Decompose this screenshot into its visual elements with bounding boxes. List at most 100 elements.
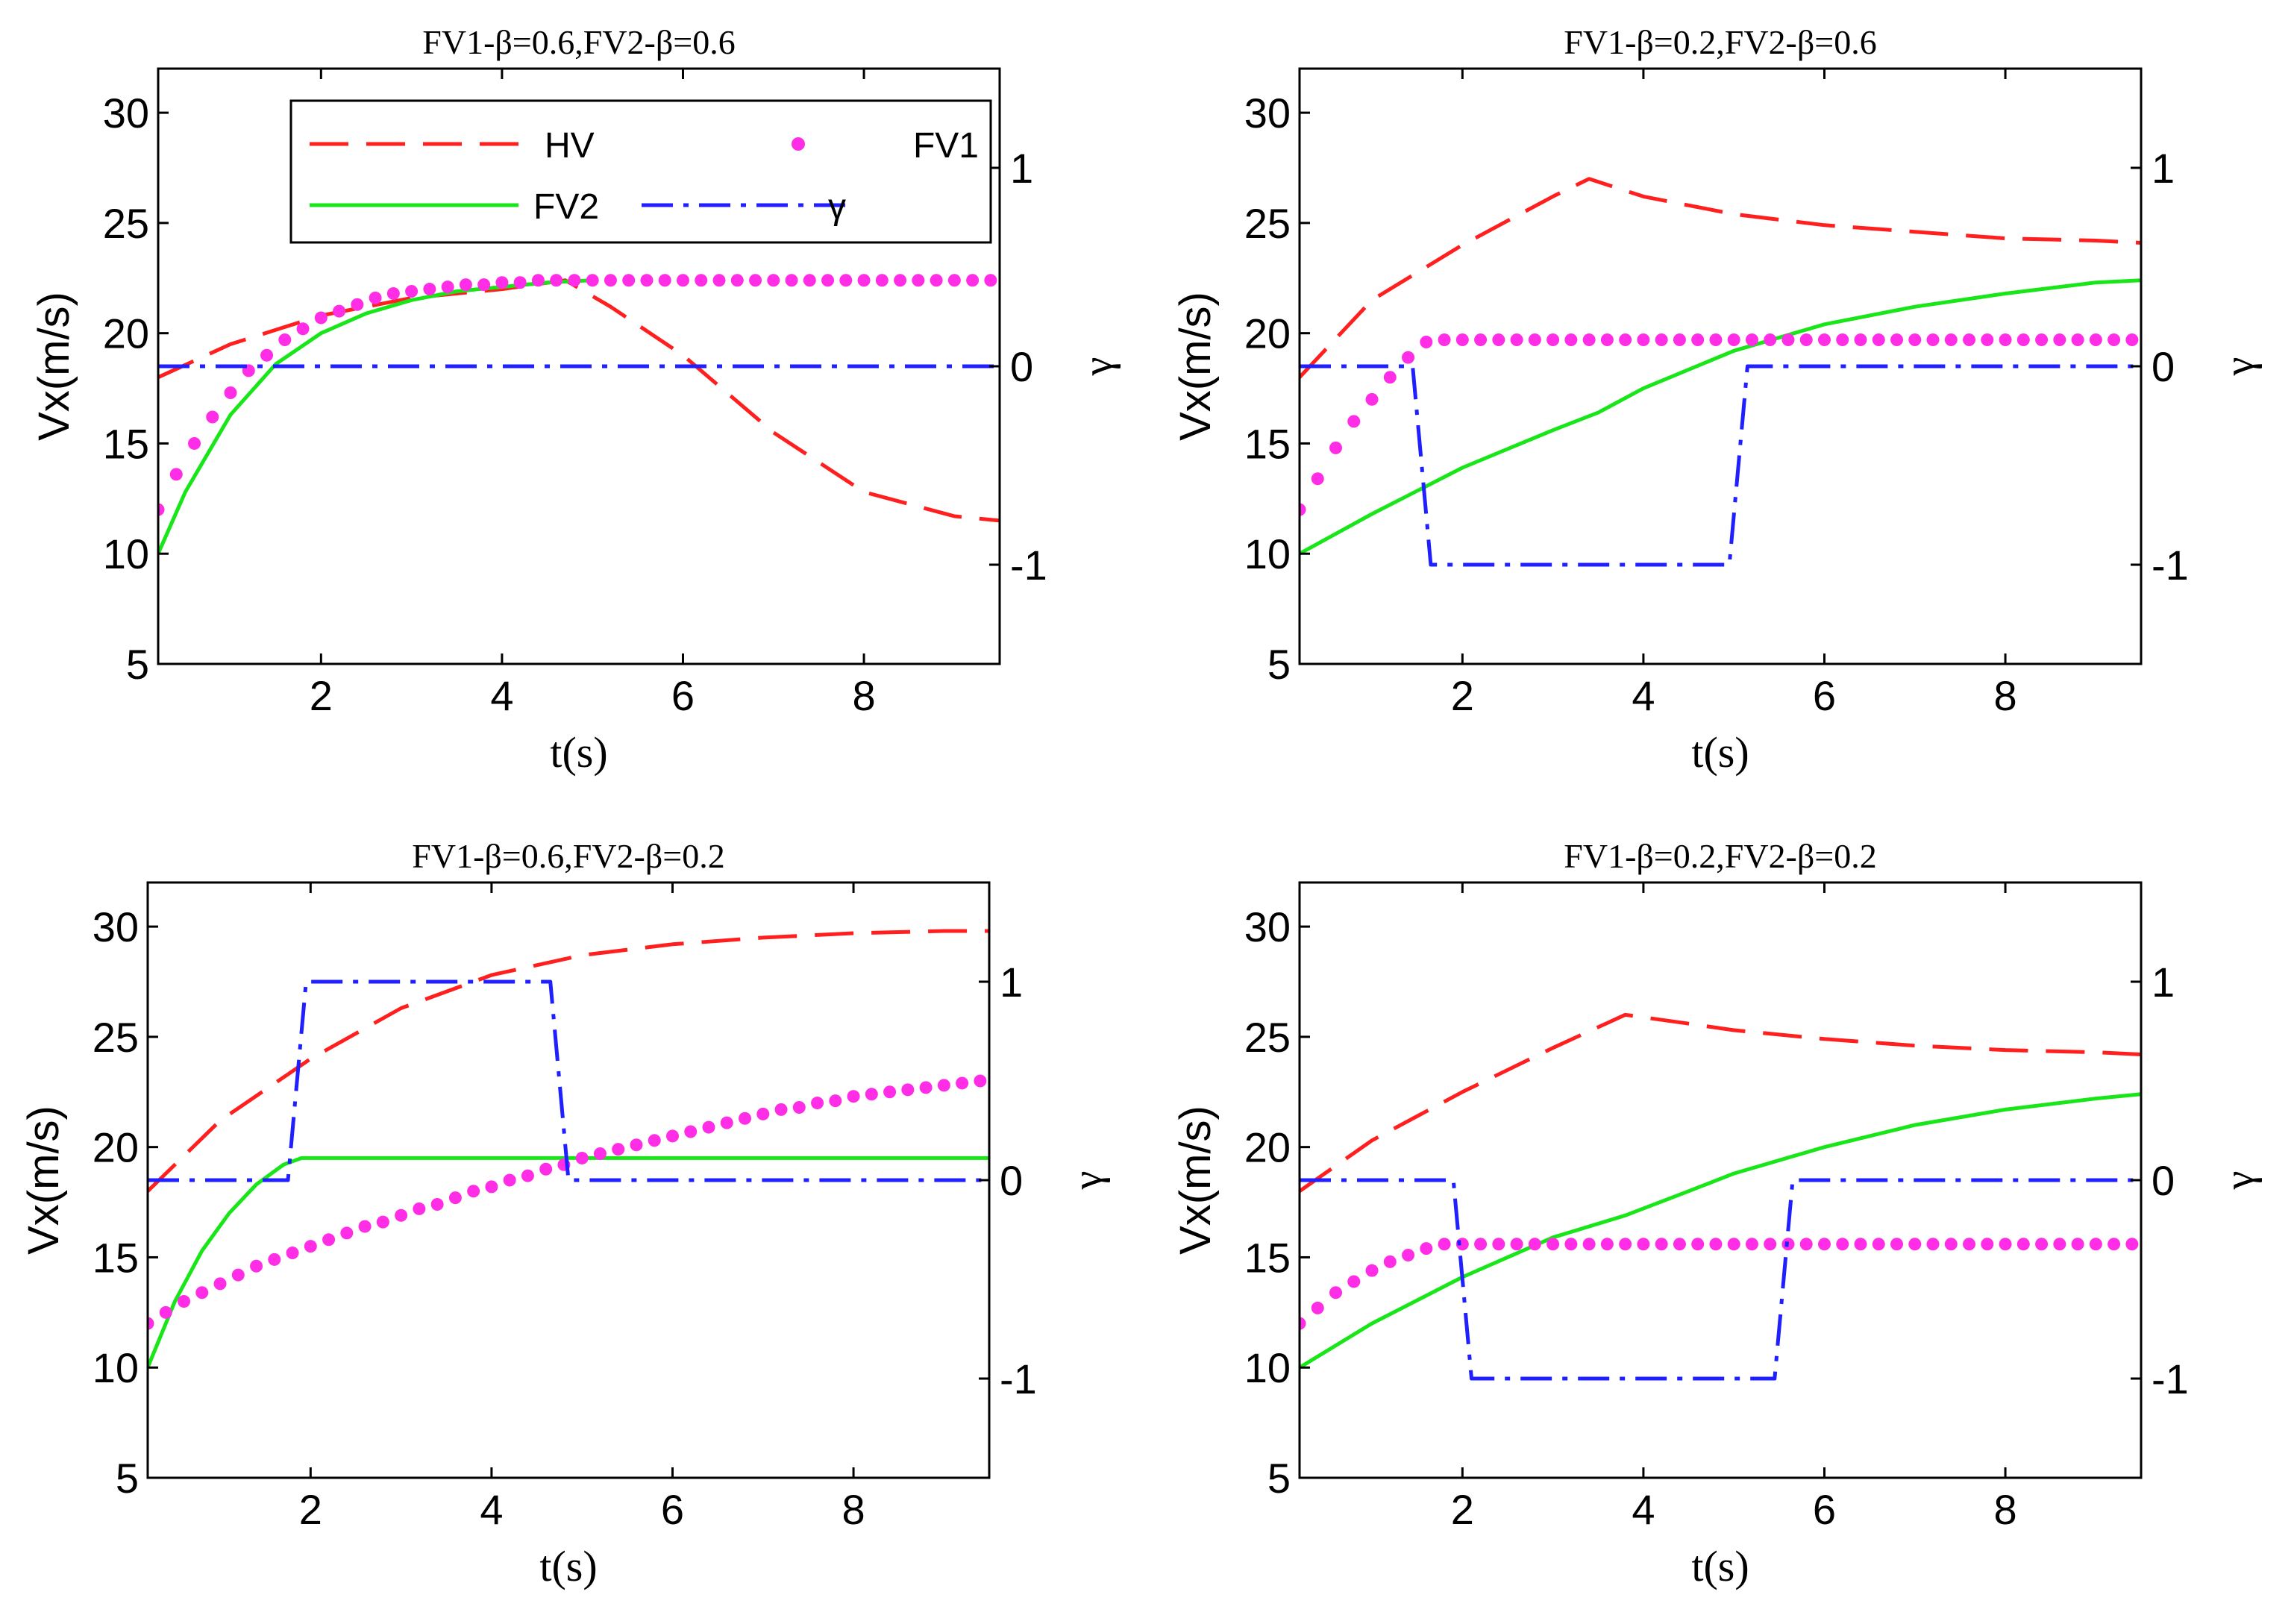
chart-title: FV1-β=0.6,FV2-β=0.2 [412, 837, 724, 875]
series-group [1300, 177, 2141, 567]
series-fv1-point [1908, 1238, 1922, 1251]
series-fv1-point [1817, 333, 1831, 347]
series-fv1-point [1438, 1238, 1451, 1251]
series-fv1-point [495, 276, 509, 289]
series-fv1-point [260, 348, 274, 362]
series-fv1-point [386, 286, 400, 300]
x-tick-label: 8 [852, 672, 875, 719]
series-fv1-point [901, 1083, 915, 1097]
series-fv1-point [1311, 1301, 1324, 1314]
series-fv1-point [865, 1088, 878, 1101]
series-fv1-point [658, 274, 671, 287]
series-fv1-point [531, 274, 545, 287]
series-fv1-point [912, 274, 925, 287]
y-tick-label: 20 [1244, 1124, 1291, 1171]
x-tick-label: 8 [1993, 1486, 2016, 1533]
x-tick-label: 8 [842, 1486, 865, 1533]
y-tick-label: 5 [1267, 1455, 1291, 1502]
series-fv1-point [622, 274, 636, 287]
series-fv1-point [448, 1191, 462, 1205]
series-fv1-point [1890, 1238, 1904, 1251]
series-fv1-point [575, 1151, 589, 1164]
series-fv1-point [188, 436, 201, 450]
series-fv1-point [304, 1240, 317, 1253]
series-fv1-point [847, 1090, 860, 1103]
series-fv1-point [314, 311, 328, 325]
series-fv1-point [268, 1253, 281, 1266]
series-fv1-point [612, 1143, 625, 1156]
x-tick-label: 6 [1813, 672, 1836, 719]
series-fv1-point [2035, 1238, 2049, 1251]
series-fv1-point [956, 1076, 969, 1090]
series-fv1-point [213, 1277, 227, 1291]
series-fv1-point [169, 468, 183, 481]
series-fv1-point [1944, 1238, 1958, 1251]
y-tick-label: 30 [93, 903, 139, 950]
x-tick-label: 6 [671, 672, 695, 719]
y-tick-label: 20 [1244, 310, 1291, 357]
series-fv1-point [1637, 1238, 1650, 1251]
series-fv1-point [1420, 1242, 1433, 1255]
series-fv1-point [1999, 333, 2012, 347]
series-fv1-point [1311, 472, 1324, 486]
series-fv1-point [919, 1081, 933, 1094]
series-fv1-point [1619, 1238, 1632, 1251]
series-fv1-point [195, 1286, 209, 1299]
series-fv1-point [676, 274, 689, 287]
x-axis-label: t(s) [1691, 728, 1749, 777]
series-fv1-point [231, 1268, 245, 1282]
series-fv1-point [430, 1198, 444, 1211]
series-fv1-point [974, 1074, 987, 1088]
y-tick-label: 15 [103, 420, 149, 467]
x-tick-label: 2 [310, 672, 333, 719]
legend-box [289, 99, 992, 244]
series-fv1-point [322, 1233, 336, 1247]
series-fv1-point [1528, 1238, 1541, 1251]
series-fv1-point [1546, 333, 1560, 347]
x-tick-label: 2 [299, 1486, 322, 1533]
series-fv1-point [2089, 1238, 2102, 1251]
series-fv1-point [1926, 1238, 1940, 1251]
series-fv1-point [250, 1259, 263, 1273]
series-fv1-markers [148, 1074, 987, 1330]
series-fv1-point [1528, 333, 1541, 347]
series-fv1-point [1383, 371, 1397, 384]
series-fv1-point [857, 274, 871, 287]
series-fv1-point [2016, 1238, 2030, 1251]
series-fv1-point [665, 1129, 679, 1143]
series-fv1-point [441, 280, 454, 294]
series-fv1-point [930, 274, 943, 287]
y2-tick-label: 0 [2152, 343, 2175, 390]
series-fv1-point [333, 304, 346, 318]
series-fv1-point [568, 274, 581, 287]
series-fv1-point [1673, 333, 1686, 347]
y2-tick-label: 0 [1010, 343, 1033, 390]
legend-entry-fv2: FV2 [310, 187, 599, 227]
series-fv1-point [883, 1085, 897, 1099]
series-fv1-point [2107, 333, 2121, 347]
series-fv1-point [1582, 333, 1596, 347]
series-fv2-line [1300, 1092, 2141, 1370]
y-tick-label: 10 [93, 1344, 139, 1391]
series-fv1-point [2071, 1238, 2084, 1251]
series-fv1-point [459, 278, 472, 292]
legend-label-fv2: FV2 [533, 187, 599, 227]
y-tick-label: 5 [116, 1455, 139, 1502]
x-axis-label: t(s) [1691, 1542, 1749, 1590]
series-fv1-point [1691, 1238, 1705, 1251]
series-fv1-point [984, 274, 997, 287]
series-fv1-point [1836, 333, 1849, 347]
series-fv1-point [1963, 333, 1976, 347]
chart-title: FV1-β=0.6,FV2-β=0.6 [422, 23, 735, 61]
series-fv1-point [296, 322, 310, 336]
y2-tick-label: 1 [2152, 959, 2175, 1006]
series-fv1-point [1300, 1317, 1306, 1330]
series-fv1-point [712, 274, 726, 287]
series-fv1-point [1510, 1238, 1523, 1251]
series-fv1-point [1890, 333, 1904, 347]
series-fv1-point [720, 1116, 733, 1129]
series-gamma-line [1300, 364, 2141, 567]
series-fv1-markers [158, 274, 997, 516]
series-fv1-point [749, 274, 762, 287]
series-fv1-point [1727, 333, 1740, 347]
